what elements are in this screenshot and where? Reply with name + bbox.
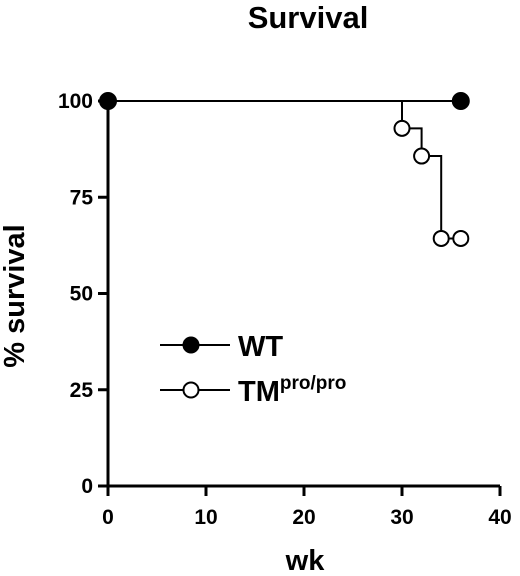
tm-survival-step-line	[401, 101, 461, 240]
y-tick-label-25: 25	[70, 379, 94, 402]
x-ticks: 0 10 20 30 40	[102, 486, 512, 529]
tm-point-1	[413, 147, 431, 165]
y-tick-label-0: 0	[81, 475, 93, 498]
tm-point-0	[393, 119, 411, 137]
series-layer	[99, 92, 470, 247]
legend-wt-marker	[182, 336, 200, 354]
y-axis-title: % survival	[0, 224, 31, 367]
x-tick-label-40: 40	[488, 506, 511, 529]
legend-tm-label: TMpro/pro	[238, 373, 346, 408]
x-axis-title: wk	[285, 545, 326, 576]
legend-item-wt: WT	[160, 331, 283, 363]
wt-point-0	[99, 92, 117, 110]
y-tick-label-100: 100	[58, 90, 93, 113]
legend: WT TMpro/pro	[160, 331, 346, 408]
legend-wt-label: WT	[238, 331, 283, 363]
y-ticks: 0 25 50 75 100	[58, 90, 108, 498]
legend-tm-label-sup: pro/pro	[280, 373, 347, 394]
wt-point-1	[451, 92, 470, 110]
legend-item-tm: TMpro/pro	[160, 373, 346, 408]
tm-point-3	[452, 229, 470, 247]
y-tick-label-50: 50	[70, 283, 93, 306]
y-tick-label-75: 75	[70, 186, 94, 209]
x-tick-label-0: 0	[102, 506, 114, 529]
legend-tm-marker	[182, 381, 200, 399]
tm-point-2	[432, 229, 450, 247]
x-tick-label-10: 10	[194, 506, 217, 529]
x-tick-label-30: 30	[390, 506, 413, 529]
x-tick-label-20: 20	[292, 506, 315, 529]
chart-title: Survival	[248, 0, 369, 35]
legend-tm-label-main: TM	[238, 376, 280, 408]
